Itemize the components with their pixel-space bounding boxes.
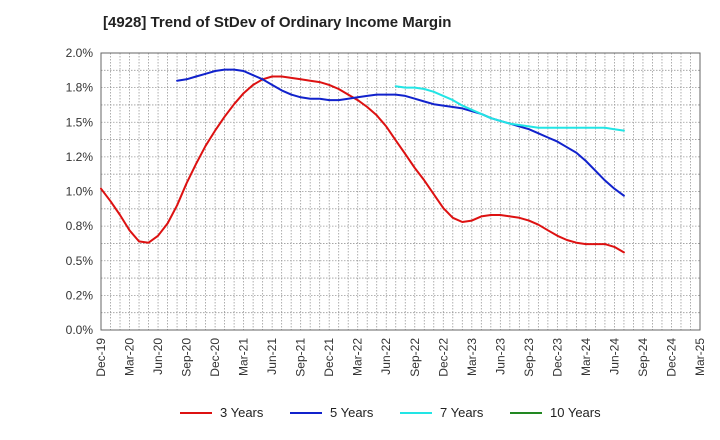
y-tick-label: 1.5% [66,115,94,129]
x-tick-label: Dec-20 [208,338,222,377]
x-tick-label: Mar-22 [351,338,365,376]
legend-swatch [510,411,542,414]
chart-title: [4928] Trend of StDev of Ordinary Income… [103,14,452,31]
x-tick-label: Sep-21 [294,338,308,377]
x-tick-label: Sep-20 [180,338,194,377]
y-tick-label: 1.2% [66,150,94,164]
x-tick-label: Jun-22 [379,338,393,375]
x-tick-label: Jun-23 [493,338,507,375]
x-tick-label: Dec-19 [94,338,108,377]
x-tick-label: Dec-23 [550,338,564,377]
series-line-7-years [394,85,625,132]
y-tick-label: 0.8% [66,219,94,233]
y-tick-label: 1.8% [66,81,94,95]
x-tick-label: Mar-23 [465,338,479,376]
y-tick-label: 0.0% [66,323,94,337]
y-tick-label: 2.0% [66,46,94,60]
legend-label: 10 Years [550,405,601,420]
x-tick-label: Dec-24 [664,338,678,377]
x-tick-label: Mar-25 [693,338,707,376]
x-tick-label: Sep-23 [522,338,536,377]
legend-item-3-years: 3 Years [180,405,290,420]
y-tick-label: 0.5% [66,254,94,268]
x-tick-label: Jun-20 [151,338,165,375]
series-line-3-years [100,75,625,254]
x-tick-label: Sep-24 [636,338,650,377]
y-tick-label: 0.2% [66,288,94,302]
legend-swatch [400,411,432,414]
x-tick-label: Jun-21 [265,338,279,375]
x-tick-label: Dec-22 [436,338,450,377]
legend-label: 5 Years [330,405,374,420]
x-tick-label: Jun-24 [607,338,621,375]
series-line-5-years [176,68,625,197]
x-tick-label: Mar-21 [237,338,251,376]
x-tick-label: Dec-21 [322,338,336,377]
plot-border [100,52,701,331]
legend-label: 3 Years [220,405,264,420]
x-tick-label: Mar-20 [123,338,137,376]
legend-swatch [290,411,322,414]
chart-legend: 3 Years 5 Years 7 Years 10 Years [180,405,620,420]
legend-swatch [180,411,212,414]
legend-item-7-years: 7 Years [400,405,510,420]
x-tick-label: Sep-22 [408,338,422,377]
legend-item-10-years: 10 Years [510,405,620,420]
y-tick-label: 1.0% [66,185,94,199]
x-tick-label: Mar-24 [579,338,593,376]
legend-label: 7 Years [440,405,484,420]
legend-item-5-years: 5 Years [290,405,400,420]
